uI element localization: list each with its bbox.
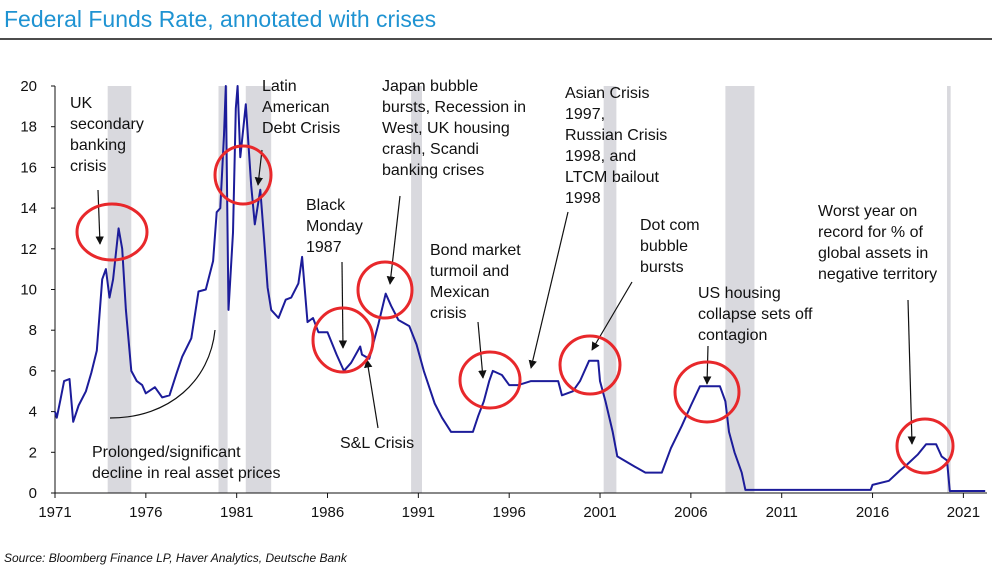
y-tick-label: 8 xyxy=(29,322,37,339)
annotation: Russian Crisis xyxy=(565,127,667,144)
annotation: 1998 xyxy=(565,190,601,207)
annotation: West, UK housing xyxy=(382,120,510,137)
recession-band xyxy=(603,86,617,493)
circle xyxy=(213,144,273,206)
circle xyxy=(75,202,149,262)
annotation: global assets in xyxy=(818,245,928,262)
x-tick-label: 1981 xyxy=(220,504,253,521)
curve xyxy=(109,329,216,419)
annotation: banking crises xyxy=(382,162,484,179)
annotations: UK secondary banking crisis Latin American Deb… xyxy=(70,78,955,482)
x-tick-label: 1976 xyxy=(129,504,162,521)
annotation: collapse sets off xyxy=(698,306,813,323)
y-tick-label: 0 xyxy=(29,485,37,502)
recession-band xyxy=(411,86,422,493)
y-tick-label: 20 xyxy=(20,78,37,95)
y-tick-label: 6 xyxy=(29,363,37,380)
annotation: US housing xyxy=(698,285,781,302)
annotation: Prolonged/significant xyxy=(92,444,241,461)
arrow xyxy=(95,189,104,245)
plot: 0 2 4 6 8 10 12 14 16 18 20 1971 1976 1981 1986 1991 199… xyxy=(20,78,987,521)
x-tick-label: 2016 xyxy=(856,504,889,521)
recession-band xyxy=(947,86,951,493)
recession-band xyxy=(218,86,228,493)
y-tick-label: 12 xyxy=(20,241,37,258)
y-tick-label: 2 xyxy=(29,444,37,461)
circle xyxy=(673,360,741,424)
x-tick-label: 1971 xyxy=(38,504,71,521)
arrow xyxy=(528,211,569,369)
x-tick-label: 2001 xyxy=(583,504,616,521)
circle xyxy=(895,417,955,475)
annotation: Mexican xyxy=(430,284,490,301)
annotation: S&L Crisis xyxy=(340,435,414,452)
annotation: UK xyxy=(70,95,93,112)
arrow xyxy=(703,345,712,385)
arrow xyxy=(386,195,401,285)
annotation: negative territory xyxy=(818,266,937,283)
x-tick-label: 2011 xyxy=(766,504,798,521)
annotation: Japan bubble xyxy=(382,78,478,95)
x-tick-label: 1991 xyxy=(402,504,435,521)
y-tick-label: 10 xyxy=(20,282,37,299)
annotation: Worst year on xyxy=(818,203,917,220)
annotation: 1997, xyxy=(565,106,605,123)
annotation: decline in real asset prices xyxy=(92,465,281,482)
annotation: bursts xyxy=(640,259,684,276)
annotation: Debt Crisis xyxy=(262,120,340,137)
annotation: Latin xyxy=(262,78,297,95)
chart-title: Federal Funds Rate, annotated with crise… xyxy=(4,6,436,32)
annotation: secondary xyxy=(70,116,144,133)
circle xyxy=(311,306,375,374)
y-tick-label: 14 xyxy=(20,200,37,217)
recession-band xyxy=(725,86,755,493)
annotation: LTCM bailout xyxy=(565,169,660,186)
y-tick-label: 4 xyxy=(29,404,37,421)
circle xyxy=(356,260,414,320)
x-tick-label: 1996 xyxy=(493,504,526,521)
annotation: crisis xyxy=(70,158,106,175)
annotation: crisis xyxy=(430,305,466,322)
recession-band xyxy=(107,86,132,493)
annotation: bubble xyxy=(640,238,688,255)
annotation: American xyxy=(262,99,330,116)
annotation: Black xyxy=(306,197,346,214)
arrow xyxy=(907,299,916,445)
annotation: 1987 xyxy=(306,239,342,256)
arrow xyxy=(364,359,379,429)
y-tick-label: 18 xyxy=(20,119,37,136)
annotation: 1998, and xyxy=(565,148,636,165)
x-tick-label: 2006 xyxy=(674,504,707,521)
annotation: banking xyxy=(70,137,126,154)
arrow xyxy=(338,261,348,349)
x-tick-label: 1986 xyxy=(311,504,344,521)
annotation: Dot com xyxy=(640,217,700,234)
arrow xyxy=(254,149,264,186)
annotation: record for % of xyxy=(818,224,923,241)
annotation: bursts, Recession in xyxy=(382,99,526,116)
annotation: Monday xyxy=(306,218,363,235)
annotation: Bond market xyxy=(430,242,521,259)
circle xyxy=(458,350,522,410)
annotation: turmoil and xyxy=(430,263,509,280)
x-tick-label: 2021 xyxy=(947,504,980,521)
arrow xyxy=(477,321,487,379)
circle xyxy=(558,334,622,396)
annotation: contagion xyxy=(698,327,767,344)
rate-line xyxy=(54,85,986,492)
y-tick-label: 16 xyxy=(20,159,37,176)
annotation: crash, Scandi xyxy=(382,141,479,158)
source: Source: Bloomberg Finance LP, Haver Anal… xyxy=(4,551,348,565)
annotation: Asian Crisis xyxy=(565,85,649,102)
